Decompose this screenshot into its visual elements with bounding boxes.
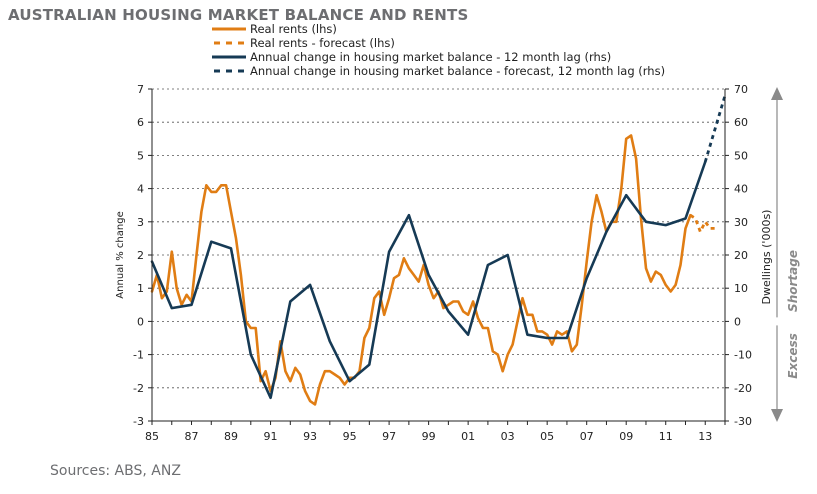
series-line-3	[150, 160, 707, 400]
left-tick-label: 6	[137, 116, 144, 129]
series-line-4	[703, 95, 727, 163]
x-tick-label: 13	[698, 430, 712, 443]
left-tick-label: 1	[137, 282, 144, 295]
side-arrows: Shortage Excess	[771, 87, 800, 422]
left-tick-label: -2	[133, 382, 144, 395]
legend-label: Real rents (lhs)	[250, 22, 337, 36]
x-tick-label: 07	[580, 430, 594, 443]
left-tick-label: 7	[137, 83, 144, 96]
right-tick-label: -10	[734, 349, 752, 362]
excess-label: Excess	[786, 333, 800, 378]
right-tick-label: 10	[734, 282, 748, 295]
series-layer	[150, 95, 727, 406]
left-tick-label: 5	[137, 149, 144, 162]
x-tick-label: 93	[303, 430, 317, 443]
right-tick-label: 50	[734, 149, 748, 162]
shortage-label: Shortage	[786, 250, 800, 312]
left-tick-label: -3	[133, 415, 144, 428]
series-line-2	[689, 214, 716, 234]
series-line-1	[150, 134, 692, 406]
sources-note: Sources: ABS, ANZ	[50, 463, 181, 479]
shortage-arrow-icon	[771, 87, 783, 100]
right-tick-label: 0	[734, 315, 741, 328]
x-tick-label: 11	[659, 430, 673, 443]
left-tick-label: 2	[137, 249, 144, 262]
x-tick-label: 85	[145, 430, 159, 443]
left-tick-label: 0	[137, 315, 144, 328]
x-tick-label: 87	[185, 430, 199, 443]
left-tick-label: -1	[133, 349, 144, 362]
legend-label: Annual change in housing market balance …	[250, 64, 665, 78]
legend: Real rents (lhs)Real rents - forecast (l…	[212, 22, 665, 78]
chart-title: AUSTRALIAN HOUSING MARKET BALANCE AND RE…	[8, 6, 469, 24]
right-tick-label: -20	[734, 382, 752, 395]
x-tick-label: 03	[501, 430, 515, 443]
legend-label: Real rents - forecast (lhs)	[250, 36, 395, 50]
right-tick-label: 30	[734, 216, 748, 229]
right-tick-label: -30	[734, 415, 752, 428]
legend-label: Annual change in housing market balance …	[250, 50, 611, 64]
left-axis-title: Annual % change	[115, 211, 126, 298]
x-tick-label: 01	[461, 430, 475, 443]
gridlines	[152, 88, 725, 389]
x-tick-label: 05	[540, 430, 554, 443]
x-tick-label: 99	[422, 430, 436, 443]
right-tick-label: 40	[734, 183, 748, 196]
x-tick-label: 95	[343, 430, 357, 443]
x-tick-label: 09	[619, 430, 633, 443]
excess-arrow-icon	[771, 409, 783, 422]
left-tick-label: 4	[137, 183, 144, 196]
axes: -3-2-101234567-30-20-1001020304050607085…	[115, 83, 773, 443]
x-tick-label: 89	[224, 430, 238, 443]
left-tick-label: 3	[137, 216, 144, 229]
right-tick-label: 20	[734, 249, 748, 262]
x-tick-label: 91	[264, 430, 278, 443]
right-axis-title: Dwellings ('000s)	[760, 210, 773, 305]
right-tick-label: 60	[734, 116, 748, 129]
x-tick-label: 97	[382, 430, 396, 443]
right-tick-label: 70	[734, 83, 748, 96]
